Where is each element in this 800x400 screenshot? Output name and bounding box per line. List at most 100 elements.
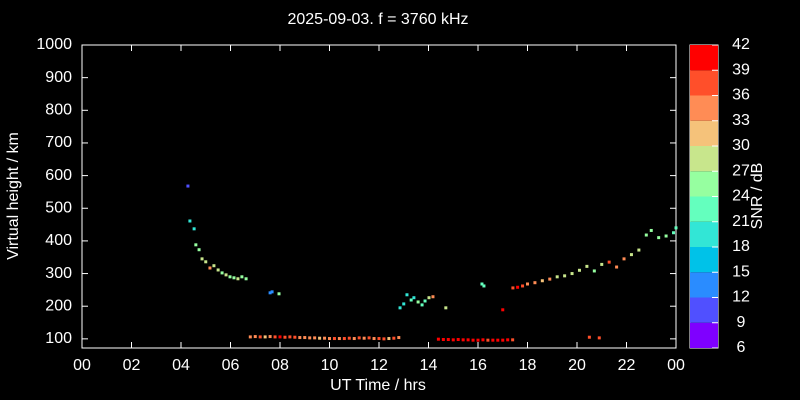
point — [283, 335, 287, 339]
colorbar-tick-label: 30 — [732, 137, 750, 154]
point — [328, 337, 331, 341]
x-tick-label: 16 — [469, 357, 487, 374]
point — [471, 338, 475, 342]
point — [318, 336, 322, 340]
point — [288, 335, 292, 339]
point — [461, 338, 465, 342]
colorbar-band — [690, 45, 718, 71]
point — [200, 257, 204, 261]
colorbar-tick-label: 33 — [732, 112, 750, 129]
x-tick-label: 06 — [222, 357, 240, 374]
point — [347, 336, 351, 340]
colorbar-tick-label: 21 — [732, 213, 750, 230]
point — [431, 295, 435, 299]
point — [308, 336, 312, 340]
x-axis-label: UT Time / hrs — [330, 377, 426, 394]
point — [258, 335, 262, 339]
colorbar-band — [690, 95, 718, 121]
point — [357, 336, 361, 340]
point — [501, 308, 505, 312]
y-tick-label: 900 — [45, 69, 72, 86]
y-tick-label: 800 — [45, 102, 72, 119]
point — [402, 302, 406, 306]
point — [244, 277, 248, 281]
y-tick-label: 200 — [45, 297, 72, 314]
point — [332, 337, 336, 341]
colorbar-tick-label: 42 — [732, 36, 750, 53]
point — [674, 226, 678, 230]
colorbar-band — [690, 171, 718, 197]
point — [268, 291, 272, 295]
point — [533, 281, 537, 285]
point — [277, 292, 281, 296]
point — [486, 338, 490, 342]
point — [476, 338, 480, 342]
colorbar-tick-label: 9 — [737, 314, 746, 331]
point — [273, 335, 277, 339]
point — [637, 248, 641, 252]
point — [423, 299, 427, 303]
y-tick-label: 500 — [45, 199, 72, 216]
point — [240, 275, 244, 279]
point — [592, 269, 596, 273]
y-axis-label: Virtual height / km — [5, 132, 22, 260]
x-tick-label: 00 — [667, 357, 685, 374]
x-tick-label: 20 — [568, 357, 586, 374]
point — [232, 276, 236, 280]
point — [303, 336, 307, 340]
point — [268, 335, 272, 339]
point — [570, 272, 574, 276]
point — [622, 257, 626, 261]
point — [480, 282, 484, 286]
point — [672, 231, 676, 235]
point — [587, 335, 591, 339]
point — [228, 275, 232, 279]
point — [204, 260, 208, 264]
point — [506, 338, 510, 342]
chart-title: 2025-09-03. f = 3760 kHz — [287, 11, 468, 28]
x-tick-label: 04 — [172, 357, 190, 374]
colorbar-label: SNR / dB — [749, 163, 766, 230]
x-tick-label: 14 — [420, 357, 438, 374]
point — [263, 335, 267, 339]
point — [270, 290, 274, 294]
point — [427, 296, 431, 300]
point — [629, 253, 633, 257]
point — [248, 335, 252, 339]
point — [397, 336, 401, 340]
point — [323, 336, 327, 340]
x-tick-label: 08 — [271, 357, 289, 374]
point — [548, 277, 552, 281]
point — [377, 337, 381, 341]
point — [516, 285, 520, 289]
point — [664, 234, 668, 238]
point — [416, 300, 420, 304]
point — [293, 335, 297, 339]
point — [197, 248, 201, 252]
colorbar-band — [690, 120, 718, 146]
point — [337, 337, 341, 341]
point — [600, 262, 604, 266]
y-tick-label: 100 — [45, 330, 72, 347]
point — [597, 336, 601, 340]
plot-frame — [81, 44, 677, 349]
point — [649, 228, 653, 232]
point — [278, 335, 282, 339]
point — [342, 337, 346, 341]
point — [511, 286, 515, 290]
point — [482, 284, 486, 288]
colorbar-band — [690, 221, 718, 247]
x-tick-label: 18 — [519, 357, 537, 374]
point — [372, 337, 376, 341]
x-tick-label: 00 — [73, 357, 91, 374]
point — [212, 264, 216, 268]
point — [456, 338, 460, 342]
x-tick-label: 02 — [123, 357, 141, 374]
point — [236, 277, 240, 281]
y-tick-label: 700 — [45, 134, 72, 151]
point — [607, 260, 611, 264]
point — [298, 336, 302, 340]
point — [362, 336, 366, 340]
point — [540, 279, 544, 283]
